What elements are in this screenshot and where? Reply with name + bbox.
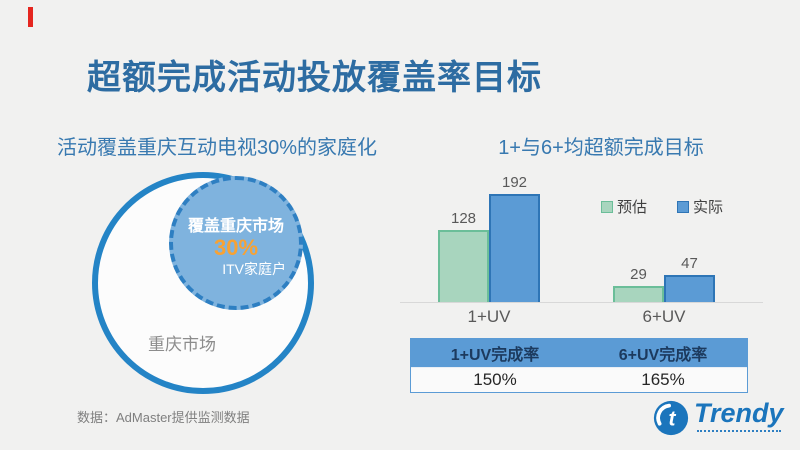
logo-tagline-dots — [697, 429, 781, 432]
venn-inner-line1: 覆盖重庆市场 — [187, 218, 284, 235]
table-header-6uv: 6+UV完成率 — [618, 347, 708, 364]
category-label-1uv: 1+UV — [467, 307, 511, 326]
completion-table-header-row: 1+UV完成率 6+UV完成率 — [411, 339, 747, 367]
chart-legend: 预估 实际 — [601, 196, 723, 217]
bar-6+UV-实际 — [664, 275, 715, 302]
legend-swatch-forecast-icon — [601, 200, 613, 213]
bar-1+UV-预估 — [438, 230, 489, 302]
completion-table-value-row: 150% 165% — [411, 367, 747, 392]
venn-outer-label: 重庆市场 — [148, 335, 216, 354]
completion-table: 1+UV完成率 6+UV完成率 150% 165% — [410, 338, 748, 393]
venn-inner-content: 覆盖重庆市场 30% ITV家庭户 — [173, 218, 299, 277]
venn-inner-value: 30% — [213, 235, 259, 261]
venn-inner-circle: 覆盖重庆市场 30% ITV家庭户 — [169, 176, 303, 310]
legend-label-actual: 实际 — [693, 199, 724, 216]
logo-mark-icon: t — [653, 400, 689, 436]
bar-value-1+UV-预估: 128 — [450, 210, 477, 227]
bar-value-6+UV-实际: 47 — [681, 255, 698, 272]
venn-inner-line3: ITV家庭户 — [222, 260, 286, 277]
bar-6+UV-预估 — [613, 286, 664, 302]
legend-item-actual: 实际 — [677, 196, 723, 217]
table-value-1uv: 150% — [473, 370, 517, 389]
category-label-6uv: 6+UV — [642, 307, 686, 326]
red-accent-mark — [28, 7, 33, 27]
bar-value-6+UV-预估: 29 — [630, 266, 647, 283]
legend-label-forecast: 预估 — [617, 199, 648, 216]
footer-note: 数据：AdMaster提供监测数据 — [77, 410, 250, 425]
legend-swatch-actual-icon — [677, 200, 690, 213]
bar-1+UV-实际 — [489, 194, 540, 302]
bar-value-1+UV-实际: 192 — [501, 174, 528, 191]
page-title: 超额完成活动投放覆盖率目标 — [87, 59, 542, 97]
trendy-logo: t Trendy — [652, 398, 784, 437]
table-header-1uv: 1+UV完成率 — [450, 347, 540, 364]
table-value-6uv: 165% — [641, 370, 685, 389]
logo-text: Trendy — [694, 398, 784, 428]
legend-item-forecast: 预估 — [601, 196, 647, 217]
svg-text:t: t — [668, 408, 676, 431]
bar-plot: 128 192 29 47 — [400, 174, 763, 303]
left-subtitle: 活动覆盖重庆互动电视30%的家庭化 — [57, 137, 378, 159]
right-subtitle: 1+与6+均超额完成目标 — [498, 137, 704, 159]
